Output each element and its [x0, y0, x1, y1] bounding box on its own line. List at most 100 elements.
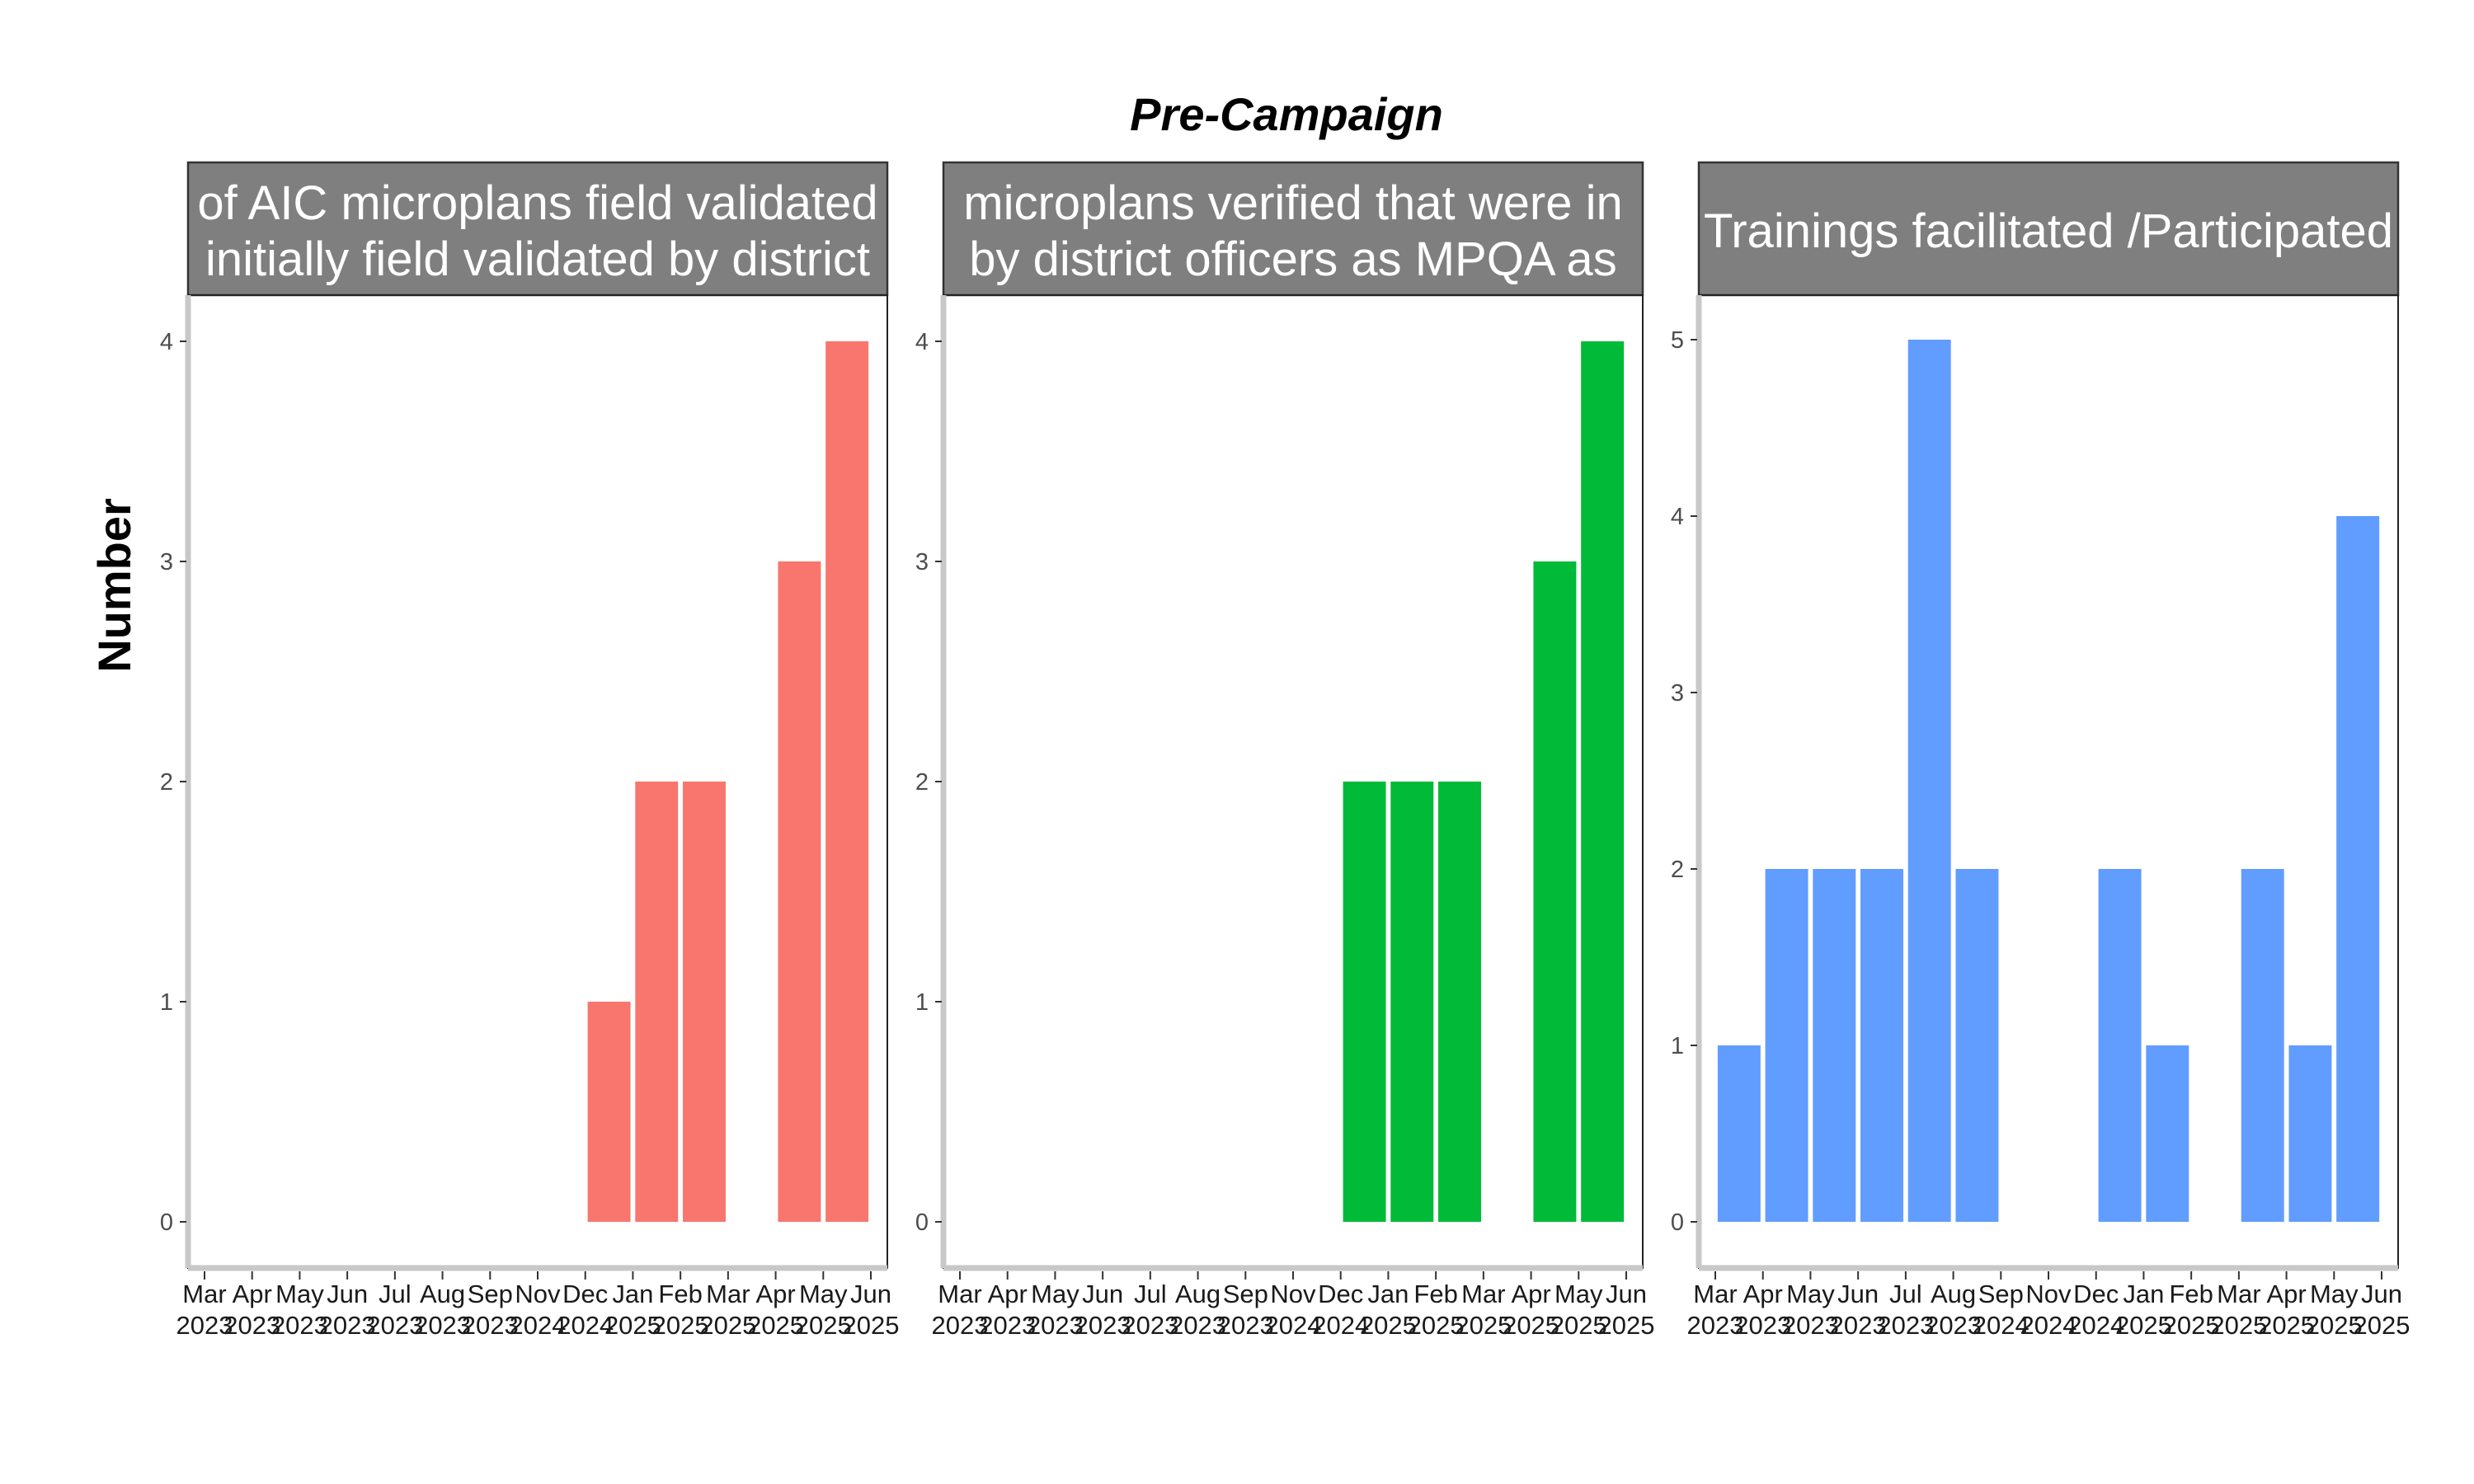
facet-strip [186, 161, 889, 297]
x-tick-label-year: 2025 [2354, 1311, 2411, 1340]
facet-strip-label: by district officers as MPQA as [969, 232, 1616, 286]
facet-strip-label: of AIC microplans field validated [197, 176, 877, 230]
bar [2288, 1045, 2332, 1222]
x-tick-label-month: Feb [1413, 1280, 1457, 1308]
x-tick-label-month: Jul [379, 1280, 412, 1308]
facet-strip [942, 161, 1644, 297]
x-tick-label-month: Nov [2025, 1280, 2072, 1308]
x-tick-label-year: 2024 [1973, 1311, 2030, 1340]
x-tick-label-year: 2025 [1408, 1311, 1465, 1340]
x-tick-label-year: 2025 [604, 1311, 661, 1340]
y-tick-label: 2 [160, 769, 173, 796]
facet-strip-label: microplans verified that were in [963, 176, 1622, 230]
x-tick-label-year: 2025 [1360, 1311, 1417, 1340]
x-tick-label-year: 2024 [2020, 1311, 2077, 1340]
x-tick-label-month: May [2310, 1280, 2359, 1308]
x-tick-label-year: 2025 [1550, 1311, 1607, 1340]
chart-title: Pre-Campaign [1130, 88, 1443, 140]
x-tick-label-year: 2025 [2115, 1311, 2172, 1340]
x-tick-label-month: Aug [1931, 1280, 1976, 1308]
facet-strip-labels: Trainings facilitated /Participated [1704, 204, 2393, 258]
facet-strip-label: initially field validated by district [205, 232, 870, 286]
x-tick-label-month: Apr [1511, 1280, 1550, 1308]
y-tick-label: 3 [915, 549, 929, 575]
facet-panels: of AIC microplans field validatedinitial… [160, 161, 2411, 1340]
x-tick-label-month: Jul [1134, 1280, 1167, 1308]
x-tick-label-year: 2025 [1503, 1311, 1559, 1340]
facet-strip [1697, 161, 2400, 297]
y-tick-label: 3 [160, 549, 173, 575]
x-tick-label-month: Jun [1082, 1280, 1123, 1308]
x-tick-label-month: May [1554, 1280, 1603, 1308]
y-axis-label: Number [88, 498, 140, 673]
x-tick-label-year: 2023 [176, 1311, 233, 1340]
y-tick-label: 4 [1671, 504, 1684, 530]
x-tick-label-year: 2024 [1312, 1311, 1369, 1340]
x-tick-label-month: Feb [658, 1280, 702, 1308]
x-tick-label-month: Jun [327, 1280, 368, 1308]
x-tick-label-year: 2023 [223, 1311, 280, 1340]
bar [2336, 516, 2380, 1222]
x-tick-label-year: 2023 [366, 1311, 423, 1340]
x-tick-label-month: Mar [706, 1280, 750, 1308]
x-tick-label-year: 2023 [1169, 1311, 1226, 1340]
x-tick-label-year: 2023 [979, 1311, 1036, 1340]
x-tick-label-year: 2023 [1687, 1311, 1744, 1340]
x-tick-label-year: 2024 [510, 1311, 567, 1340]
y-tick-label: 4 [160, 329, 173, 355]
x-tick-label-month: Nov [1270, 1280, 1316, 1308]
x-tick-label-year: 2023 [1217, 1311, 1274, 1340]
bar [2146, 1045, 2189, 1222]
y-tick-label: 2 [915, 769, 929, 796]
x-tick-label-year: 2025 [1598, 1311, 1655, 1340]
bar [683, 782, 726, 1222]
x-tick-label-year: 2024 [2067, 1311, 2124, 1340]
bar [1717, 1045, 1761, 1222]
x-tick-label-month: Jul [1889, 1280, 1922, 1308]
x-tick-label-year: 2025 [652, 1311, 709, 1340]
x-tick-label-year: 2023 [462, 1311, 519, 1340]
x-tick-label-year: 2023 [1925, 1311, 1982, 1340]
x-tick-label-month: Mar [938, 1280, 981, 1308]
y-tick-label: 0 [915, 1209, 929, 1236]
x-tick-label-month: Dec [1318, 1280, 1363, 1308]
x-tick-label-year: 2025 [2258, 1311, 2315, 1340]
x-tick-label-year: 2023 [1877, 1311, 1934, 1340]
y-tick-label: 0 [160, 1209, 173, 1236]
x-tick-label-month: Jun [850, 1280, 891, 1308]
bar [1390, 782, 1434, 1222]
bar [1907, 340, 1951, 1222]
x-tick-label-year: 2023 [414, 1311, 471, 1340]
x-tick-label-month: Apr [233, 1280, 272, 1308]
y-tick-label: 5 [1671, 327, 1684, 354]
y-tick-label: 2 [1671, 857, 1684, 883]
bar [825, 341, 869, 1222]
y-tick-label: 0 [1671, 1209, 1684, 1236]
x-tick-label-year: 2025 [699, 1311, 756, 1340]
y-tick-label: 1 [1671, 1033, 1684, 1059]
x-tick-label-month: Sep [1978, 1280, 2024, 1308]
bar [2098, 869, 2142, 1222]
x-tick-label-month: May [1031, 1280, 1079, 1308]
x-tick-label-month: May [275, 1280, 324, 1308]
x-tick-label-year: 2025 [2210, 1311, 2267, 1340]
x-tick-label-year: 2024 [1265, 1311, 1322, 1340]
x-tick-label-month: Jan [2123, 1280, 2164, 1308]
facet-strip-label: Trainings facilitated /Participated [1704, 204, 2393, 258]
facet-panel-1: of AIC microplans field validatedinitial… [160, 161, 899, 1340]
x-tick-label-month: Jun [1837, 1280, 1879, 1308]
y-tick-label: 4 [915, 329, 929, 355]
x-tick-label-year: 2025 [795, 1311, 852, 1340]
x-tick-label-month: Apr [1743, 1280, 1783, 1308]
bar [778, 561, 821, 1222]
bar [1343, 782, 1386, 1222]
bar [2241, 869, 2284, 1222]
y-tick-label: 1 [915, 989, 929, 1016]
x-tick-label-year: 2023 [1830, 1311, 1887, 1340]
x-tick-label-month: Sep [468, 1280, 513, 1308]
x-tick-label-year: 2024 [557, 1311, 614, 1340]
x-tick-label-year: 2023 [1122, 1311, 1178, 1340]
bar [1438, 782, 1481, 1222]
